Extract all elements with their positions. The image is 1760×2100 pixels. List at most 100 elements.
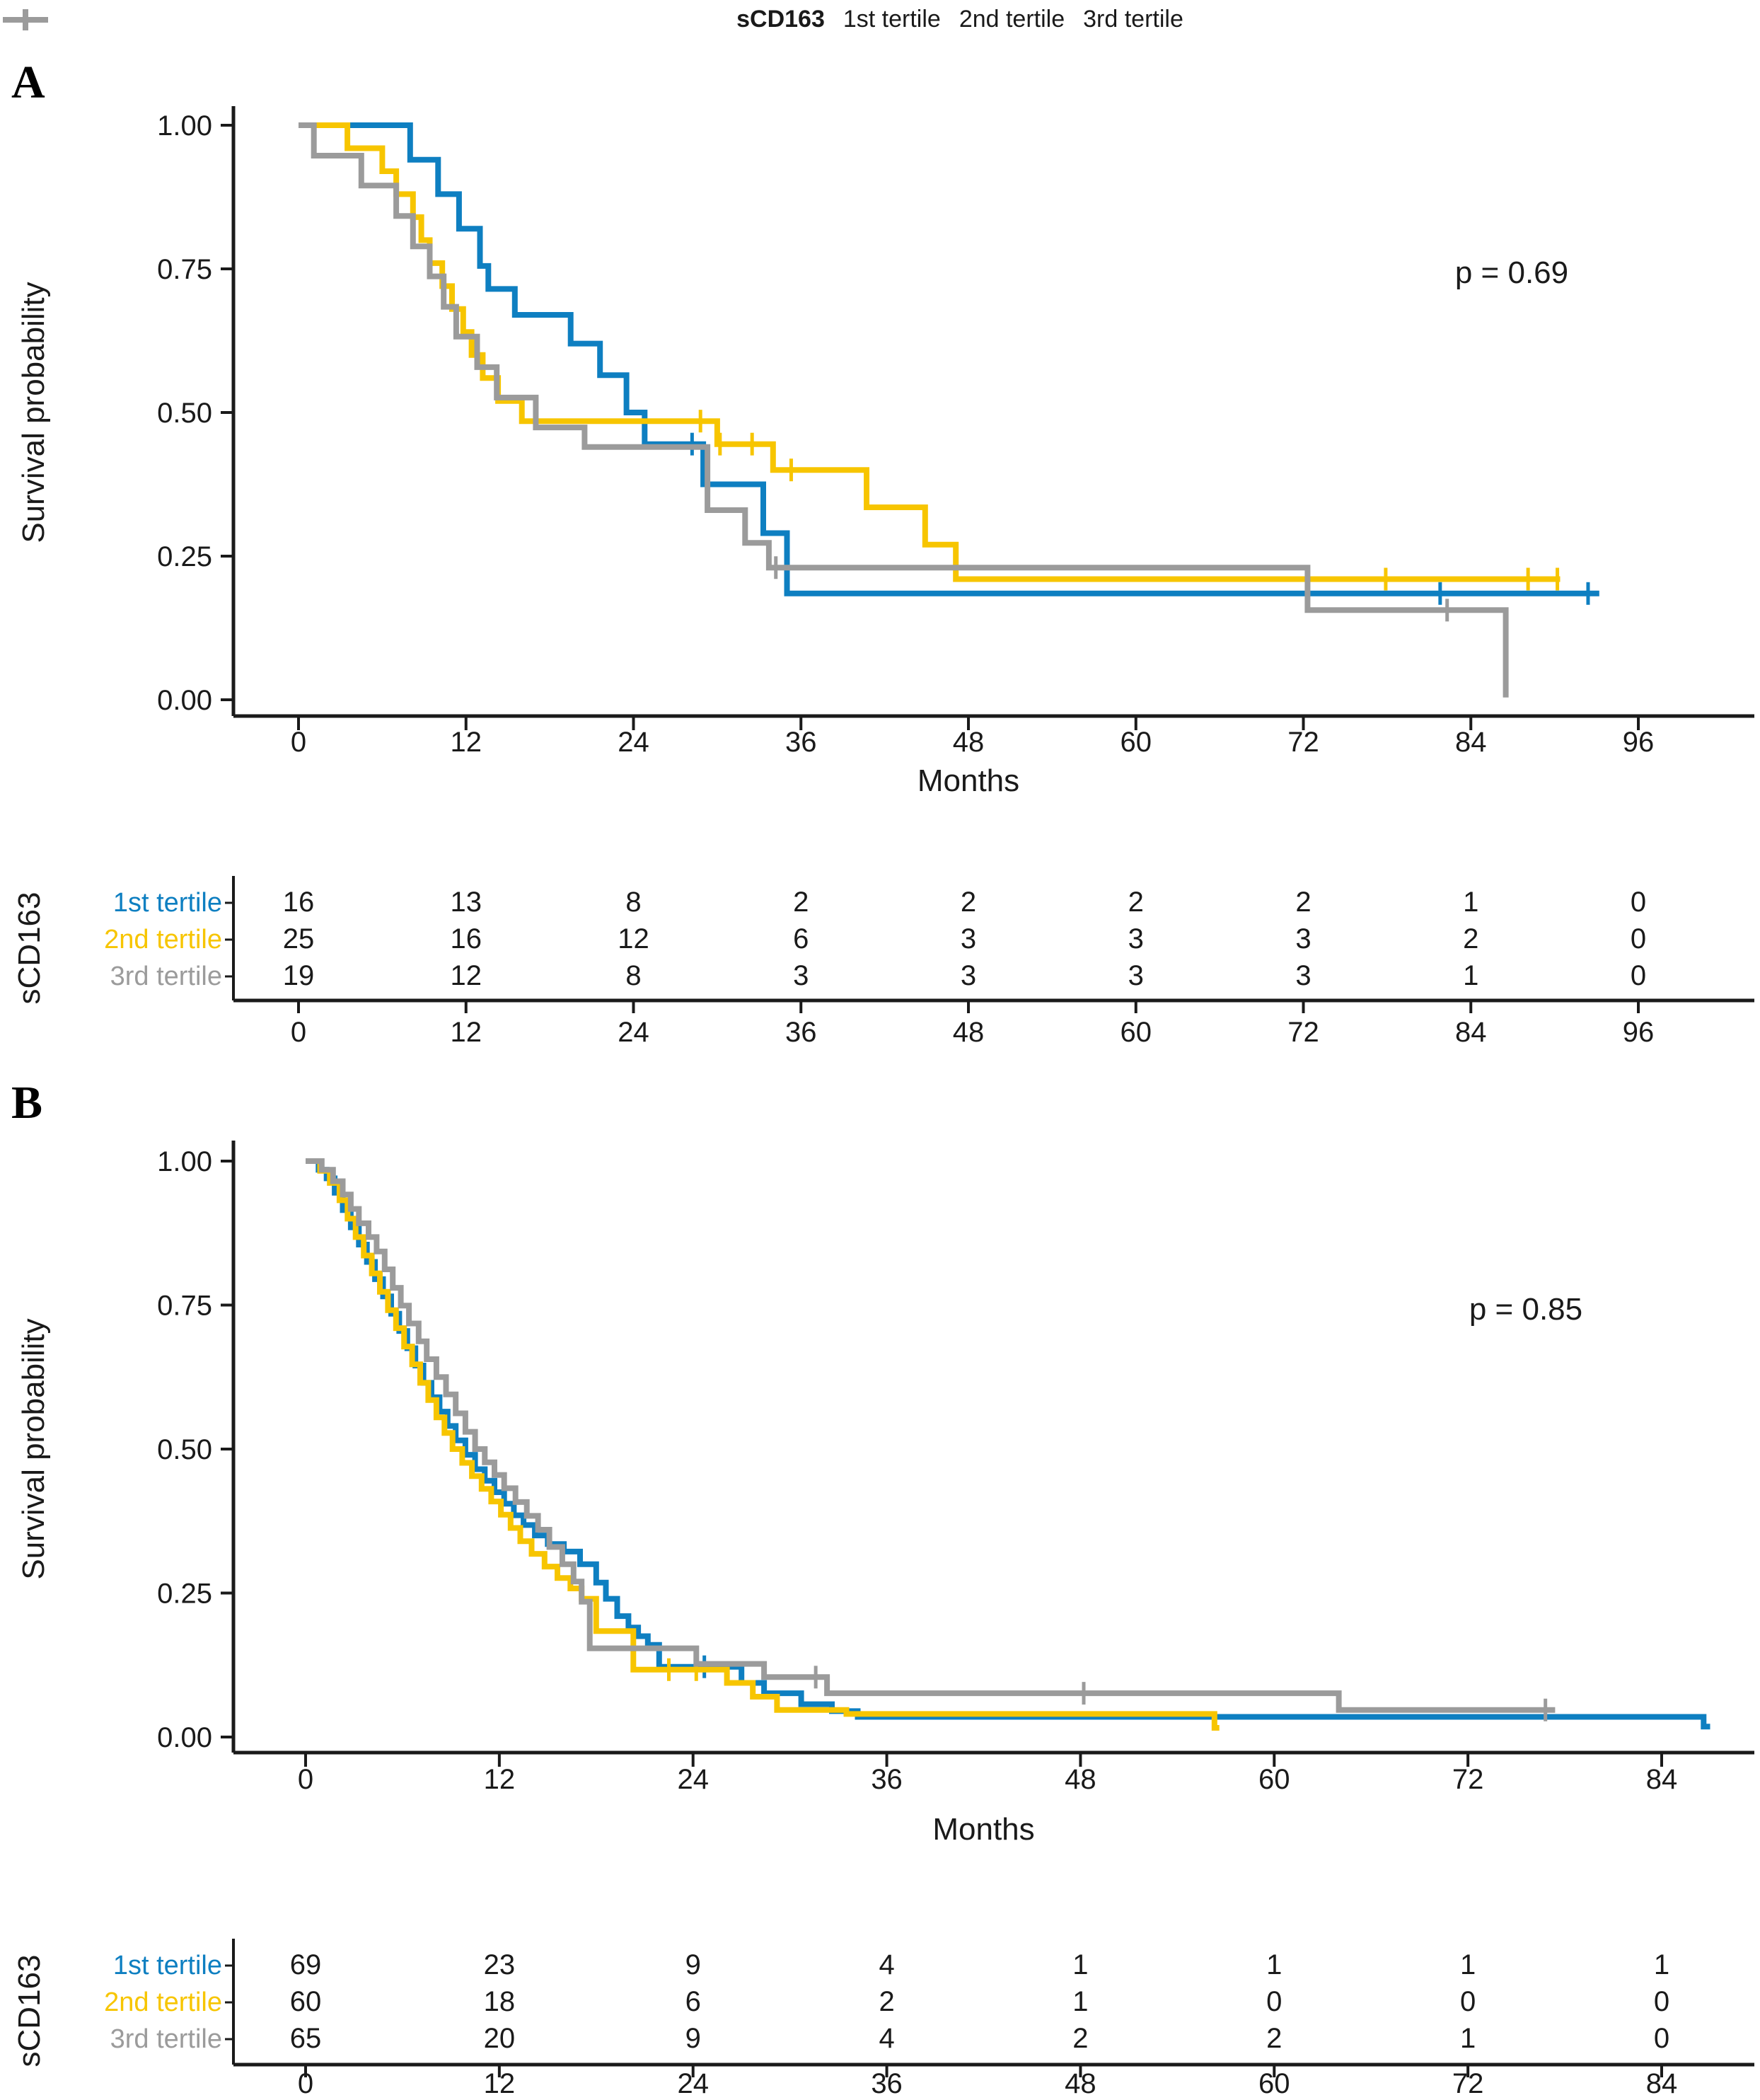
risk-count-1st-tertile-m0: 16 <box>283 887 315 918</box>
risk-table-tick-label: 60 <box>1121 1017 1152 1047</box>
risk-count-2nd-tertile-m48: 1 <box>1072 1986 1088 2017</box>
x-tick-label: 96 <box>1623 727 1655 758</box>
x-tick-label: 60 <box>1121 727 1152 758</box>
legend-title: sCD163 <box>736 6 825 33</box>
legend-item-3rd-tertile: 3rd tertile <box>3 6 1183 33</box>
risk-count-2nd-tertile-m72: 3 <box>1295 923 1311 954</box>
risk-count-3rd-tertile-m60: 3 <box>1128 960 1144 991</box>
y-tick-label: 0.25 <box>157 1579 212 1610</box>
risk-count-2nd-tertile-m0: 25 <box>283 923 315 954</box>
risk-count-1st-tertile-m72: 1 <box>1460 1949 1476 1980</box>
x-tick-label: 24 <box>618 727 649 758</box>
survival-panel-b: 0.000.250.500.751.000 12 24 36 48 60 72 84Month… <box>11 1077 1754 2099</box>
risk-count-3rd-tertile-m24: 9 <box>685 2023 701 2054</box>
risk-count-2nd-tertile-m48: 3 <box>961 923 976 954</box>
risk-count-3rd-tertile-m12: 20 <box>484 2023 516 2054</box>
y-tick-label: 1.00 <box>157 110 212 142</box>
risk-count-1st-tertile-m36: 2 <box>793 887 809 918</box>
y-tick-label: 1.00 <box>157 1146 212 1177</box>
km-curve-2nd-tertile <box>306 1158 1220 1731</box>
risk-count-3rd-tertile-m48: 3 <box>961 960 976 991</box>
risk-count-2nd-tertile-m72: 0 <box>1460 1986 1476 2017</box>
risk-count-1st-tertile-m48: 2 <box>961 887 976 918</box>
risk-count-3rd-tertile-m60: 2 <box>1266 2023 1282 2054</box>
risk-count-3rd-tertile-m24: 8 <box>625 960 641 991</box>
risk-count-2nd-tertile-m24: 6 <box>685 1986 701 2017</box>
risk-row-label-1st-tertile: 1st tertile <box>113 1951 222 1980</box>
risk-count-3rd-tertile-m0: 19 <box>283 960 315 991</box>
legend-item-label: 2nd tertile <box>959 6 1065 33</box>
x-tick-label: 48 <box>953 727 985 758</box>
risk-count-1st-tertile-m36: 4 <box>879 1949 894 1980</box>
legend-item-label: 3rd tertile <box>1083 6 1183 33</box>
y-tick-label: 0.00 <box>157 685 212 716</box>
risk-count-1st-tertile-m24: 8 <box>625 887 641 918</box>
risk-table-tick-label: 48 <box>953 1017 985 1047</box>
km-curve-2nd-tertile <box>299 122 1561 582</box>
risk-table-tick-label: 72 <box>1452 2068 1484 2099</box>
y-axis-title: Survival probability <box>16 1318 51 1579</box>
x-tick-label: 12 <box>451 727 482 758</box>
y-tick-label: 0.25 <box>157 541 212 572</box>
y-tick-label: 0.00 <box>157 1722 212 1753</box>
km-curve-1st-tertile <box>306 1158 1710 1730</box>
risk-row-label-1st-tertile: 1st tertile <box>113 888 222 918</box>
risk-count-1st-tertile-m96: 0 <box>1631 887 1646 918</box>
risk-table-tick-label: 36 <box>785 1017 817 1047</box>
risk-table-tick-label: 0 <box>298 2068 313 2099</box>
risk-count-1st-tertile-m24: 9 <box>685 1949 701 1980</box>
x-tick-label: 12 <box>484 1764 516 1795</box>
risk-table-tick-label: 96 <box>1623 1017 1655 1047</box>
risk-table-tick-label: 12 <box>484 2068 516 2099</box>
risk-count-3rd-tertile-m84: 0 <box>1654 2023 1669 2054</box>
risk-row-label-2nd-tertile: 2nd tertile <box>104 925 222 954</box>
p-value-label: p = 0.85 <box>1469 1292 1582 1327</box>
risk-count-1st-tertile-m12: 13 <box>451 887 482 918</box>
risk-count-3rd-tertile-m84: 1 <box>1463 960 1478 991</box>
risk-row-label-2nd-tertile: 2nd tertile <box>104 1987 222 2017</box>
survival-panel-a: 0.000.250.500.751.000 12 24 36 48 60 72 84 96Mon… <box>11 57 1754 1047</box>
y-tick-label: 0.50 <box>157 398 212 429</box>
censor-line-icon-3rd-tertile <box>3 8 48 30</box>
p-value-label: p = 0.69 <box>1455 255 1568 290</box>
risk-count-1st-tertile-m12: 23 <box>484 1949 516 1980</box>
y-tick-label: 0.75 <box>157 254 212 285</box>
risk-count-3rd-tertile-m72: 1 <box>1460 2023 1476 2054</box>
risk-table-tick-label: 12 <box>451 1017 482 1047</box>
x-tick-label: 0 <box>298 1764 313 1795</box>
risk-table-axis-label: sCD163 <box>12 892 47 1005</box>
x-tick-label: 24 <box>677 1764 709 1795</box>
legend: sCD163 1st tertile 2nd tertile 3rd terti… <box>0 6 1760 33</box>
risk-count-2nd-tertile-m12: 18 <box>484 1986 516 2017</box>
risk-count-2nd-tertile-m60: 3 <box>1128 923 1144 954</box>
risk-table-tick-label: 84 <box>1455 1017 1487 1047</box>
risk-count-3rd-tertile-m96: 0 <box>1631 960 1646 991</box>
risk-row-label-3rd-tertile: 3rd tertile <box>110 2024 222 2054</box>
panel-letter: A <box>11 57 45 108</box>
risk-table-tick-label: 72 <box>1287 1017 1319 1047</box>
x-tick-label: 0 <box>291 727 306 758</box>
x-tick-label: 36 <box>785 727 817 758</box>
risk-count-1st-tertile-m84: 1 <box>1463 887 1478 918</box>
risk-count-3rd-tertile-m0: 65 <box>290 2023 322 2054</box>
risk-table-tick-label: 60 <box>1258 2068 1290 2099</box>
risk-count-3rd-tertile-m72: 3 <box>1295 960 1311 991</box>
x-tick-label: 60 <box>1258 1764 1290 1795</box>
x-tick-label: 72 <box>1287 727 1319 758</box>
risk-count-2nd-tertile-m84: 0 <box>1654 1986 1669 2017</box>
x-tick-label: 36 <box>871 1764 903 1795</box>
risk-table-tick-label: 36 <box>871 2068 903 2099</box>
risk-count-1st-tertile-m60: 2 <box>1128 887 1144 918</box>
km-curve-3rd-tertile <box>306 1158 1556 1713</box>
y-tick-label: 0.75 <box>157 1291 212 1322</box>
x-tick-label: 84 <box>1455 727 1487 758</box>
risk-count-3rd-tertile-m48: 2 <box>1072 2023 1088 2054</box>
risk-count-1st-tertile-m48: 1 <box>1072 1949 1088 1980</box>
risk-count-3rd-tertile-m36: 4 <box>879 2023 894 2054</box>
risk-count-2nd-tertile-m24: 12 <box>618 923 649 954</box>
risk-row-label-3rd-tertile: 3rd tertile <box>110 962 222 991</box>
risk-count-1st-tertile-m72: 2 <box>1295 887 1311 918</box>
x-axis-title: Months <box>917 763 1019 798</box>
risk-count-2nd-tertile-m12: 16 <box>451 923 482 954</box>
